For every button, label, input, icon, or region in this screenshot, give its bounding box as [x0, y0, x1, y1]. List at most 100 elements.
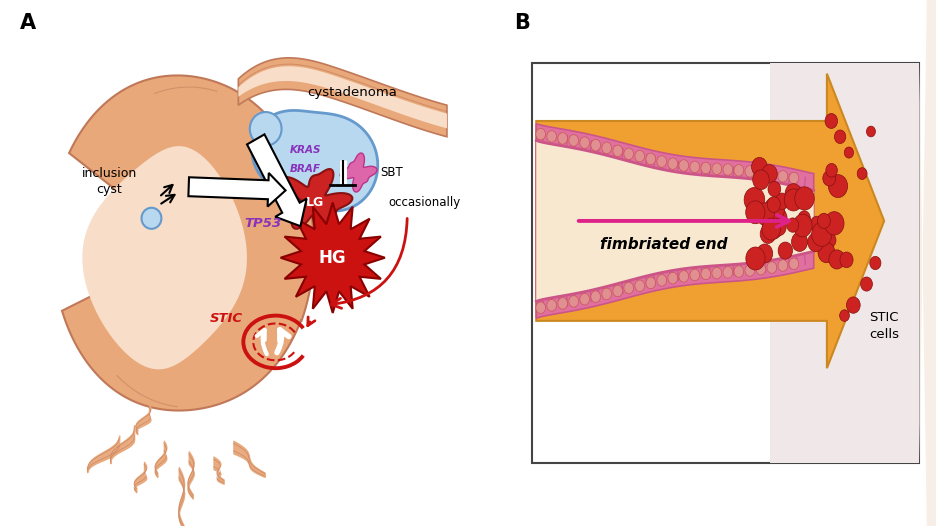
Ellipse shape [612, 145, 622, 157]
Ellipse shape [547, 130, 556, 142]
Ellipse shape [579, 294, 589, 305]
Text: inclusion
cyst: inclusion cyst [81, 167, 137, 196]
Text: SBT: SBT [379, 166, 402, 179]
Circle shape [797, 211, 810, 225]
Circle shape [752, 170, 768, 189]
Circle shape [770, 218, 785, 236]
Ellipse shape [733, 266, 743, 277]
Ellipse shape [755, 264, 765, 275]
Circle shape [869, 256, 880, 270]
Text: KRAS: KRAS [289, 145, 321, 155]
Circle shape [791, 232, 807, 251]
Polygon shape [280, 203, 385, 313]
Circle shape [825, 114, 837, 128]
Ellipse shape [767, 262, 776, 274]
Circle shape [783, 189, 802, 211]
Ellipse shape [679, 160, 688, 171]
Ellipse shape [568, 296, 578, 307]
Circle shape [762, 215, 782, 239]
Ellipse shape [535, 302, 545, 313]
Ellipse shape [788, 258, 797, 270]
Text: BRAF: BRAF [289, 164, 320, 175]
Polygon shape [62, 75, 314, 410]
Circle shape [768, 181, 780, 197]
Ellipse shape [667, 272, 677, 284]
Circle shape [834, 130, 845, 144]
Ellipse shape [601, 142, 611, 154]
Circle shape [828, 250, 844, 269]
Ellipse shape [591, 139, 600, 151]
Ellipse shape [733, 165, 743, 176]
Text: HG: HG [318, 249, 346, 267]
Circle shape [810, 216, 823, 232]
Polygon shape [238, 58, 446, 137]
Ellipse shape [656, 275, 665, 286]
Circle shape [811, 222, 831, 246]
Ellipse shape [623, 148, 633, 159]
Polygon shape [238, 66, 446, 128]
Polygon shape [535, 140, 812, 301]
Text: B: B [514, 13, 530, 33]
Circle shape [822, 170, 835, 186]
Circle shape [825, 164, 837, 177]
Ellipse shape [579, 137, 589, 148]
Ellipse shape [700, 268, 709, 280]
Polygon shape [340, 153, 376, 192]
Text: occasionally: occasionally [388, 196, 461, 209]
Ellipse shape [744, 166, 753, 177]
Circle shape [761, 218, 780, 240]
Circle shape [768, 208, 786, 229]
Circle shape [777, 242, 792, 259]
Ellipse shape [689, 269, 699, 281]
Circle shape [764, 197, 783, 221]
Ellipse shape [667, 158, 677, 169]
Polygon shape [535, 124, 812, 318]
Ellipse shape [711, 267, 721, 279]
Ellipse shape [723, 164, 732, 175]
Circle shape [767, 197, 780, 213]
Ellipse shape [591, 291, 600, 302]
Polygon shape [918, 0, 936, 526]
Circle shape [845, 297, 859, 313]
Text: cystadenoma: cystadenoma [307, 86, 397, 98]
Circle shape [786, 218, 797, 232]
Text: STIC
cells: STIC cells [869, 311, 899, 341]
Circle shape [824, 211, 843, 235]
Polygon shape [247, 134, 306, 226]
Circle shape [807, 232, 823, 251]
Ellipse shape [723, 267, 732, 278]
Circle shape [856, 168, 866, 179]
Ellipse shape [788, 172, 797, 184]
Polygon shape [768, 63, 918, 463]
Circle shape [839, 310, 849, 321]
Ellipse shape [557, 298, 567, 309]
Ellipse shape [767, 168, 776, 180]
Ellipse shape [557, 133, 567, 144]
Ellipse shape [744, 265, 753, 276]
Circle shape [784, 184, 801, 204]
Circle shape [751, 157, 767, 176]
Circle shape [843, 147, 853, 158]
Ellipse shape [645, 277, 655, 289]
Ellipse shape [568, 135, 578, 146]
Ellipse shape [535, 128, 545, 140]
Circle shape [866, 126, 874, 137]
Polygon shape [535, 74, 884, 368]
Polygon shape [252, 110, 377, 211]
Circle shape [816, 213, 829, 228]
Circle shape [756, 244, 772, 263]
Circle shape [792, 214, 812, 237]
Ellipse shape [623, 282, 633, 294]
Ellipse shape [547, 300, 556, 311]
Text: TP53: TP53 [244, 217, 282, 230]
Circle shape [250, 112, 282, 146]
Polygon shape [532, 63, 918, 463]
Circle shape [839, 252, 852, 268]
Circle shape [827, 175, 847, 198]
Ellipse shape [777, 170, 787, 182]
Circle shape [743, 187, 764, 212]
Ellipse shape [612, 285, 622, 297]
Circle shape [817, 242, 834, 262]
Circle shape [759, 225, 775, 244]
Circle shape [745, 201, 764, 224]
